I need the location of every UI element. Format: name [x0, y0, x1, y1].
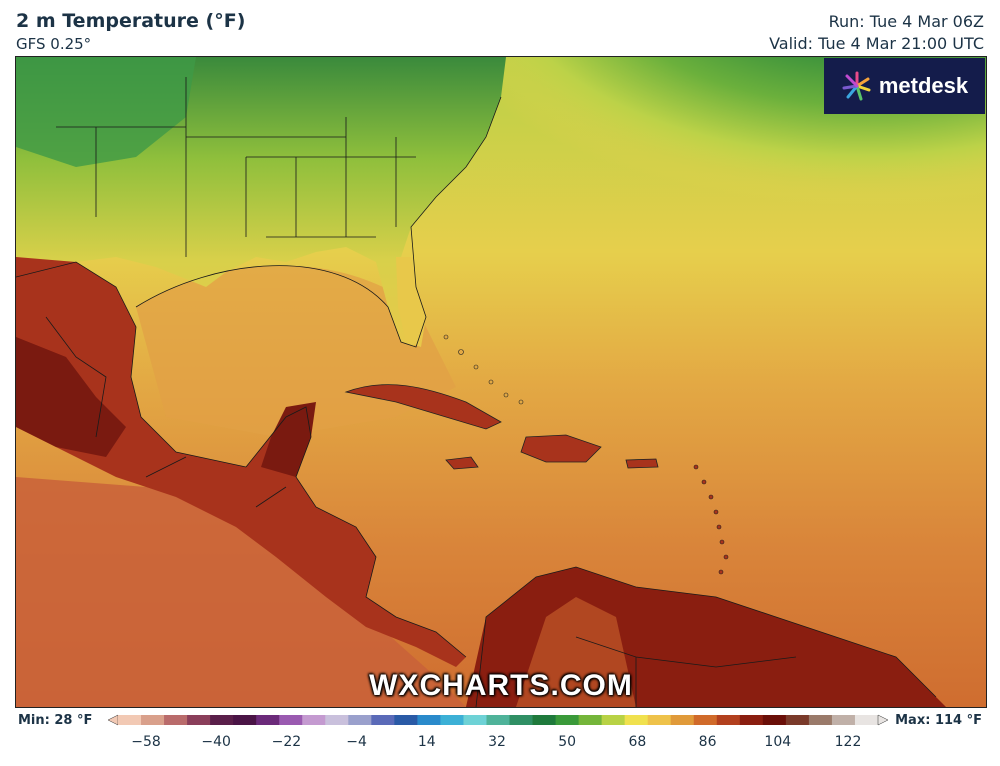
andes-cool-zone: [516, 597, 636, 707]
borders: [16, 77, 937, 707]
mexico-central-america-land: [16, 257, 466, 667]
yucatan-land: [261, 402, 316, 477]
metdesk-logo[interactable]: metdesk: [824, 58, 985, 114]
colorbar-swatch: [118, 715, 142, 725]
colorbar-swatch: [532, 715, 557, 725]
min-label: Min: 28 °F: [18, 713, 93, 728]
colorbar-swatch: [647, 715, 672, 725]
wxcharts-watermark: WXCHARTS.COM: [369, 669, 633, 702]
colorbar-swatch: [210, 715, 234, 725]
colorbar-tick-label: 122: [834, 734, 862, 750]
colorbar-tick-label: 50: [558, 734, 577, 750]
colorbar-tick-label: 104: [764, 734, 792, 750]
colorbar-swatch: [256, 715, 280, 725]
colorbar-swatch: [808, 715, 833, 725]
hispaniola-land: [520, 434, 602, 463]
colorbar-swatch: [854, 715, 879, 725]
colorbar-swatch: [486, 715, 511, 725]
colorbar-max-arrow: [877, 714, 888, 726]
colorbar-ticks: −58 −40 −22 −4 14 32 50 68 86 104 122: [0, 734, 1000, 754]
colorbar-swatch: [716, 715, 741, 725]
colorbar-swatch: [739, 715, 764, 725]
colorbar-swatch: [555, 715, 580, 725]
colorbar-tick-label: 32: [488, 734, 506, 750]
max-label: Max: 114 °F: [895, 713, 982, 728]
metdesk-burst-icon: [842, 71, 871, 101]
colorbar-swatch: [670, 715, 695, 725]
colorbar-swatch: [440, 715, 464, 725]
colorbar-tick-label: 68: [628, 734, 647, 750]
metdesk-logo-text: metdesk: [878, 73, 969, 98]
colorbar-swatch: [417, 715, 441, 725]
colorbar-swatch: [233, 715, 257, 725]
colorbar-swatch: [785, 715, 810, 725]
colorbar-swatch: [325, 715, 349, 725]
model-label: GFS 0.25°: [16, 35, 92, 53]
jamaica-land: [445, 456, 479, 470]
colorbar-swatch: [578, 715, 603, 725]
color-legend: Min: 28 °F Max: 114 °F −58 −40 −22 −4 14 32 50…: [0, 706, 1000, 766]
florida-land: [396, 257, 426, 347]
colorbar-tick-label: −22: [271, 734, 302, 750]
colorbar-swatch: [164, 715, 188, 725]
colorbar-tick-label: 14: [417, 734, 436, 750]
us-cool-patch: [16, 57, 196, 167]
map-canvas: [16, 57, 986, 707]
colorbar-swatch: [463, 715, 487, 725]
pacific-warm-zone: [16, 477, 466, 707]
colorbar-swatch: [762, 715, 787, 725]
colorbar-swatch: [302, 715, 326, 725]
cuba-land: [344, 384, 502, 430]
bahamas: [443, 334, 524, 405]
colorbar-tick-label: −40: [201, 734, 231, 750]
colorbar-swatch: [601, 715, 626, 725]
run-time: Run: Tue 4 Mar 06Z: [828, 12, 984, 31]
colorbar-swatch: [371, 715, 395, 725]
colorbar-min-arrow: [108, 714, 119, 726]
puerto-rico-land: [625, 458, 659, 469]
colorbar-swatch: [394, 715, 418, 725]
colorbar-swatch: [348, 715, 372, 725]
colorbar-swatch: [141, 715, 165, 725]
colorbar-tick-label: −4: [346, 734, 367, 750]
colorbar-swatch: [279, 715, 303, 725]
colorbar-tick-label: 86: [698, 734, 717, 750]
colorbar: [108, 714, 888, 726]
valid-time: Valid: Tue 4 Mar 21:00 UTC: [769, 34, 984, 53]
map-title: 2 m Temperature (°F): [16, 10, 246, 32]
colorbar-swatch: [624, 715, 649, 725]
colorbar-tick-label: −58: [131, 734, 161, 750]
temperature-map[interactable]: metdesk WXCHARTS.COM: [15, 56, 987, 708]
colorbar-swatch: [693, 715, 718, 725]
mexico-hot-zone: [16, 337, 126, 457]
colorbar-swatch: [509, 715, 534, 725]
colorbar-swatch: [831, 715, 856, 725]
lesser-antilles: [693, 464, 729, 575]
colorbar-swatch: [187, 715, 211, 725]
